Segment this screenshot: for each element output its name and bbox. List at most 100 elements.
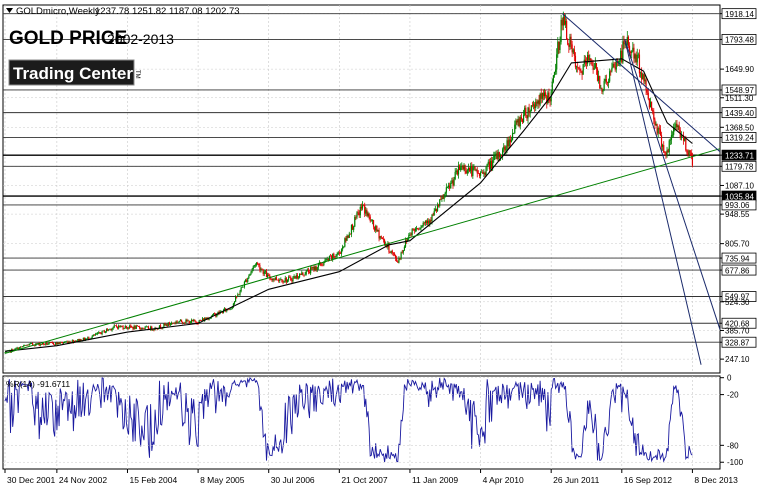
- candle-body: [392, 253, 394, 254]
- candle-body: [151, 326, 153, 331]
- candle-body: [66, 341, 68, 343]
- trend-lines: [4, 13, 721, 365]
- candle-body: [52, 342, 55, 345]
- candle-body: [457, 165, 460, 175]
- candle-body: [80, 339, 82, 342]
- candle-body: [435, 208, 438, 212]
- candle-body: [230, 308, 232, 310]
- candle-body: [244, 280, 247, 282]
- candle-body: [300, 273, 302, 275]
- candle-body: [282, 281, 284, 283]
- candle-body: [26, 344, 28, 346]
- candle-body: [321, 264, 323, 266]
- candle-body: [444, 192, 446, 195]
- candle-body: [191, 319, 194, 321]
- candle-body: [513, 132, 515, 134]
- candle-body: [76, 340, 78, 342]
- candle-body: [100, 333, 102, 335]
- candle-body: [658, 128, 660, 130]
- candle-body: [29, 343, 31, 344]
- candle-body: [265, 271, 268, 277]
- candle-body: [189, 322, 191, 324]
- candle-body: [126, 327, 129, 329]
- candle-body: [223, 308, 226, 310]
- time-axis: 30 Dec 2001 24 Nov 2002 15 Feb 2004 8 May 2…: [4, 469, 738, 485]
- candle-body: [168, 322, 171, 325]
- candle-body: [380, 236, 382, 238]
- candle-body: [23, 345, 25, 347]
- candle-body: [621, 50, 623, 63]
- candle-body: [430, 220, 432, 222]
- candle-body: [187, 320, 189, 322]
- time-tick-label: 21 Oct 2007: [341, 475, 388, 485]
- candle-body: [18, 347, 20, 350]
- candle-body: [445, 187, 447, 193]
- candle-body: [502, 149, 504, 157]
- candle-body: [356, 212, 358, 218]
- candle-body: [589, 58, 591, 61]
- candle-body: [580, 71, 582, 72]
- price-level-box: [721, 317, 757, 329]
- candle-body: [374, 226, 376, 231]
- candle-body: [553, 71, 556, 76]
- indicator-tick-label: 0: [727, 374, 732, 383]
- candle-body: [366, 210, 368, 216]
- candle-body: [375, 225, 377, 231]
- candle-body: [248, 275, 250, 279]
- candle-body: [483, 172, 485, 174]
- candle-body: [636, 54, 638, 63]
- candle-body: [599, 76, 601, 89]
- candle-body: [111, 328, 113, 331]
- candle-body: [470, 166, 472, 172]
- candle-body: [411, 229, 413, 236]
- candle-body: [561, 19, 563, 26]
- candle-body: [79, 339, 81, 342]
- candle-body: [261, 269, 263, 270]
- candle-body: [486, 163, 488, 167]
- candle-body: [414, 228, 417, 231]
- candle-body: [141, 327, 143, 330]
- candle-body: [43, 343, 45, 345]
- candle-body: [86, 338, 88, 340]
- candle-body: [519, 117, 521, 127]
- candle-body: [325, 259, 327, 261]
- candle-body: [609, 71, 611, 82]
- candle-body: [58, 342, 60, 344]
- candle-body: [272, 278, 274, 281]
- candle-body: [488, 161, 490, 170]
- candle-body: [439, 199, 441, 206]
- candle-body: [233, 301, 236, 304]
- candle-body: [69, 341, 71, 343]
- indicator-tick-label: -100: [727, 458, 744, 467]
- candle-body: [164, 323, 166, 325]
- candle-body: [673, 127, 675, 135]
- candle-body: [497, 152, 499, 159]
- candle-body: [631, 51, 633, 53]
- candle-body: [577, 66, 579, 68]
- trend-line: [624, 39, 702, 365]
- candle-body: [590, 58, 592, 62]
- candle-body: [666, 150, 668, 156]
- candle-body: [184, 322, 186, 324]
- candle-body: [516, 120, 518, 123]
- candle-body: [95, 333, 98, 335]
- candle-body: [539, 93, 541, 105]
- candle-body: [28, 343, 30, 346]
- candle-body: [545, 92, 547, 97]
- price-tick-label: 993.06: [725, 201, 750, 210]
- candle-body: [216, 314, 218, 317]
- williams-r-polyline: [4, 376, 693, 463]
- candle-body: [464, 165, 466, 171]
- candle-body: [131, 326, 133, 328]
- dropdown-triangle-icon[interactable]: [6, 8, 13, 13]
- candle-body: [592, 65, 594, 70]
- candle-body: [110, 328, 112, 331]
- price-tick-label: 677.86: [725, 266, 750, 275]
- candle-body: [642, 74, 644, 80]
- candle-body: [492, 160, 494, 169]
- candle-body: [637, 54, 639, 56]
- candle-body: [84, 339, 87, 341]
- candle-body: [71, 340, 73, 343]
- candle-body: [253, 265, 255, 267]
